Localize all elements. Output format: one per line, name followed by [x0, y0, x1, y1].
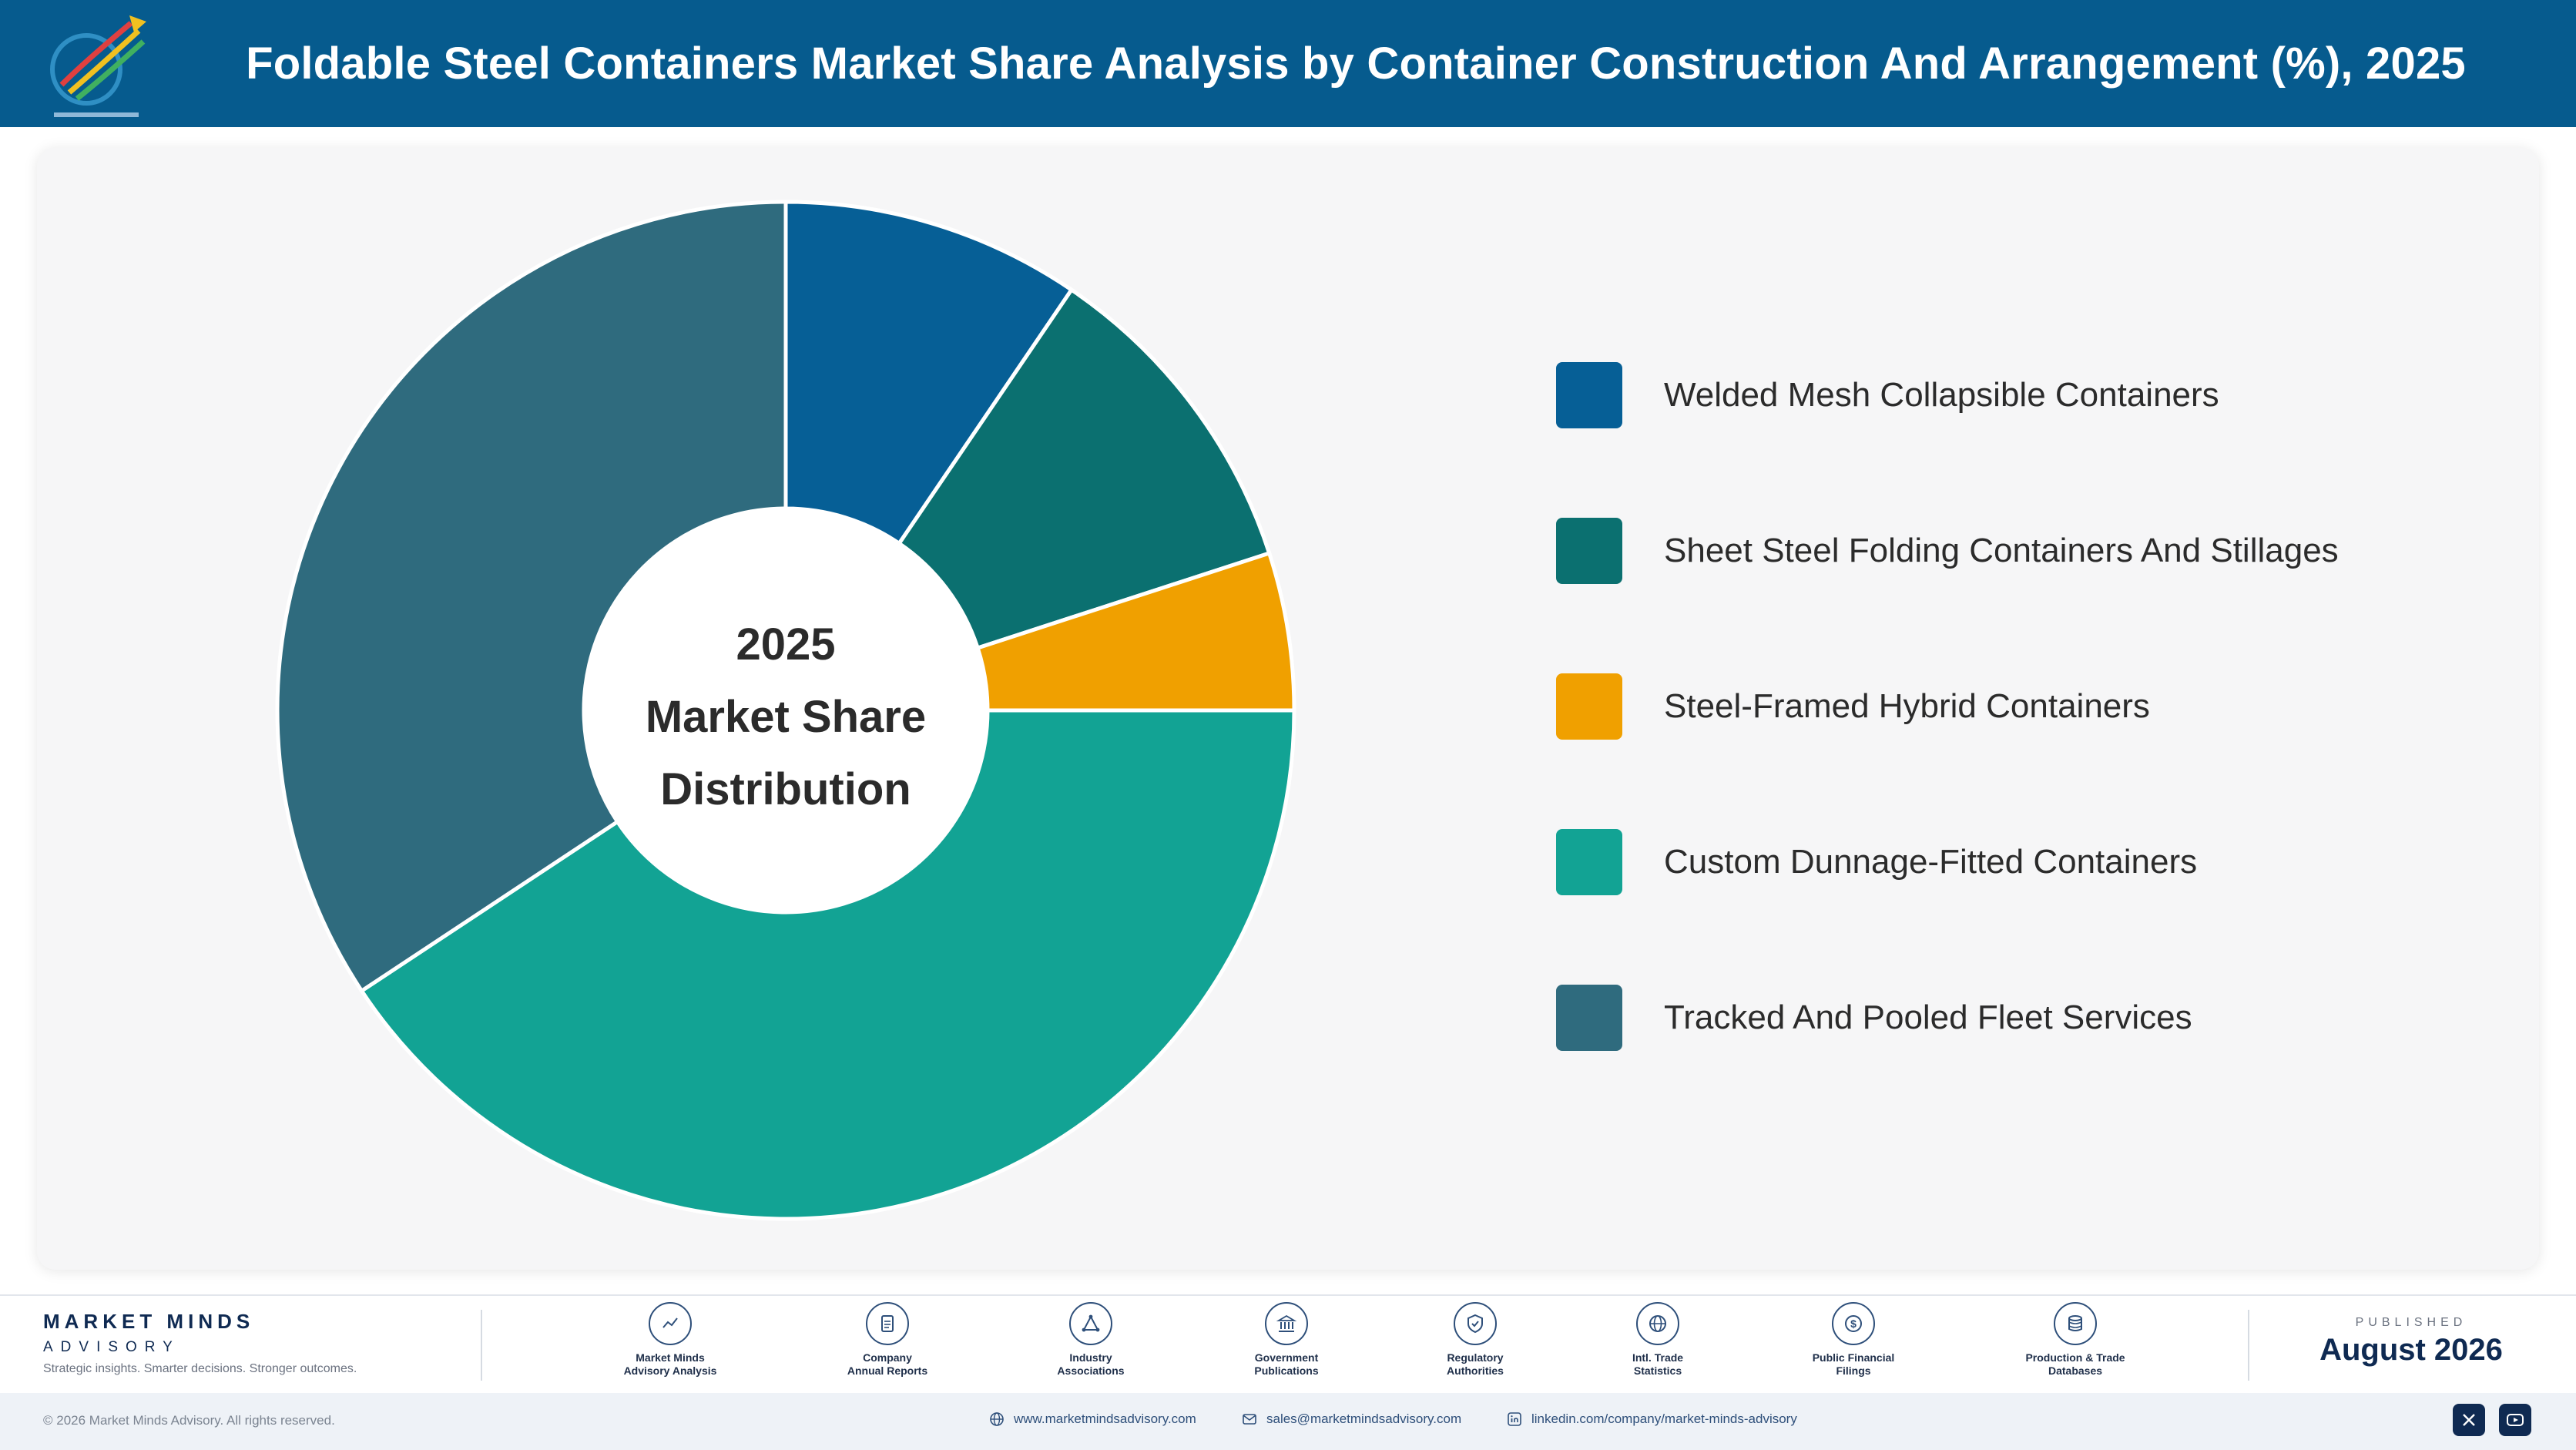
svg-text:$: $: [1850, 1317, 1857, 1330]
legend-swatch: [1556, 829, 1622, 895]
linkedin-icon: [1508, 1412, 1521, 1426]
header-bar: Foldable Steel Containers Market Share A…: [0, 0, 2576, 127]
youtube-social-button[interactable]: [2499, 1404, 2531, 1436]
data-sources: Market Minds Advisory Analysis Company An…: [609, 1302, 2149, 1387]
copyright: © 2026 Market Minds Advisory. All rights…: [43, 1413, 335, 1428]
shield-check-icon: [1454, 1302, 1497, 1345]
footer-divider: [2248, 1310, 2249, 1381]
linkedin-text: linkedin.com/company/market-minds-adviso…: [1531, 1411, 1797, 1426]
center-label-line-2: Market Share: [645, 692, 927, 742]
source-item: Production & Trade Databases: [1998, 1302, 2152, 1378]
source-label: Company Annual Reports: [847, 1351, 928, 1377]
legend-label: Tracked And Pooled Fleet Services: [1664, 999, 2192, 1036]
legend-item: Welded Mesh Collapsible Containers: [1556, 362, 2219, 428]
dollar-coin-icon: $: [1832, 1302, 1875, 1345]
chart-panel: [37, 148, 2539, 1270]
legend-item: Tracked And Pooled Fleet Services: [1556, 985, 2192, 1051]
email-link[interactable]: sales@marketmindsadvisory.com: [1242, 1411, 1461, 1427]
globe-icon: [1636, 1302, 1679, 1345]
x-social-button[interactable]: [2453, 1404, 2485, 1436]
brand-tagline: Strategic insights. Smarter decisions. S…: [43, 1362, 357, 1375]
donut-center-label: 2025 Market Share Distribution: [593, 609, 978, 826]
source-item: Intl. Trade Statistics: [1581, 1302, 1735, 1378]
legend-swatch: [1556, 362, 1622, 428]
legend-item: Custom Dunnage-Fitted Containers: [1556, 829, 2197, 895]
source-item: Regulatory Authorities: [1398, 1302, 1552, 1378]
network-icon: [1069, 1302, 1112, 1345]
youtube-icon: [2507, 1414, 2524, 1426]
source-label: Production & Trade Databases: [2025, 1351, 2125, 1377]
center-label-line-1: 2025: [736, 619, 836, 670]
legend-swatch: [1556, 673, 1622, 740]
email-text: sales@marketmindsadvisory.com: [1266, 1411, 1462, 1426]
center-label-line-3: Distribution: [660, 764, 911, 814]
chart-title: Foldable Steel Containers Market Share A…: [246, 39, 2466, 89]
website-text: www.marketmindsadvisory.com: [1014, 1411, 1196, 1426]
globe-icon: [990, 1412, 1004, 1426]
database-icon: [2054, 1302, 2097, 1345]
source-label: Government Publications: [1254, 1351, 1319, 1377]
footer-divider: [481, 1310, 482, 1381]
source-item: Company Annual Reports: [810, 1302, 964, 1378]
legend-label: Sheet Steel Folding Containers And Still…: [1664, 532, 2339, 569]
legend-label: Welded Mesh Collapsible Containers: [1664, 376, 2219, 414]
document-icon: [866, 1302, 909, 1345]
published-label: PUBLISHED: [2355, 1316, 2467, 1329]
source-item: Market Minds Advisory Analysis: [593, 1302, 747, 1378]
source-item: Government Publications: [1209, 1302, 1363, 1378]
legend-item: Steel-Framed Hybrid Containers: [1556, 673, 2150, 740]
source-label: Industry Associations: [1057, 1351, 1125, 1377]
brand-subtitle: ADVISORY: [43, 1339, 180, 1355]
government-building-icon: [1265, 1302, 1308, 1345]
trend-chart-icon: [649, 1302, 692, 1345]
source-label: Regulatory Authorities: [1447, 1351, 1504, 1377]
website-link[interactable]: www.marketmindsadvisory.com: [989, 1411, 1196, 1427]
linkedin-link[interactable]: linkedin.com/company/market-minds-adviso…: [1507, 1411, 1797, 1427]
x-icon: [2463, 1414, 2475, 1426]
source-item: $ Public Financial Filings: [1776, 1302, 1930, 1378]
legend-swatch: [1556, 985, 1622, 1051]
brand-name: MARKET MINDS: [43, 1310, 255, 1333]
market-minds-logo: [50, 15, 146, 117]
legend-swatch: [1556, 518, 1622, 584]
published-date: August 2026: [2319, 1333, 2503, 1367]
source-item: Industry Associations: [1014, 1302, 1168, 1378]
legend-label: Custom Dunnage-Fitted Containers: [1664, 843, 2198, 881]
bottom-bar: [0, 1393, 2576, 1450]
source-label: Intl. Trade Statistics: [1632, 1351, 1684, 1377]
source-label: Public Financial Filings: [1812, 1351, 1895, 1377]
mail-icon: [1243, 1414, 1256, 1425]
legend-item: Sheet Steel Folding Containers And Still…: [1556, 518, 2339, 584]
legend-label: Steel-Framed Hybrid Containers: [1664, 687, 2150, 725]
source-label: Market Minds Advisory Analysis: [623, 1351, 717, 1377]
